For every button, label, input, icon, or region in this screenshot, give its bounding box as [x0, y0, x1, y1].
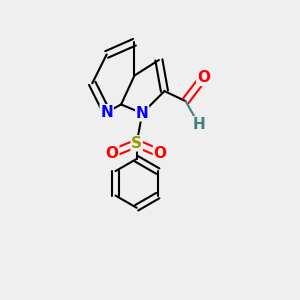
Text: S: S — [131, 136, 142, 151]
Text: H: H — [193, 117, 205, 132]
Text: O: O — [197, 70, 210, 85]
Text: N: N — [100, 105, 113, 120]
Text: N: N — [136, 106, 148, 121]
Text: O: O — [154, 146, 166, 161]
Text: O: O — [106, 146, 119, 161]
